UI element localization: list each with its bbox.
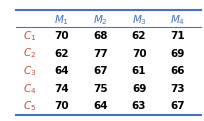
Text: 63: 63	[131, 101, 146, 111]
Text: 66: 66	[170, 66, 184, 76]
Text: 62: 62	[54, 49, 69, 59]
Text: $C_5$: $C_5$	[23, 99, 36, 113]
Text: 70: 70	[54, 31, 69, 41]
Text: 77: 77	[93, 49, 107, 59]
Text: $C_3$: $C_3$	[23, 64, 36, 78]
Text: 69: 69	[170, 49, 184, 59]
Text: 71: 71	[170, 31, 184, 41]
Text: 62: 62	[131, 31, 146, 41]
Text: $M_4$: $M_4$	[170, 13, 184, 27]
Text: $M_2$: $M_2$	[92, 13, 107, 27]
Text: 68: 68	[93, 31, 107, 41]
Text: 75: 75	[93, 84, 107, 94]
Text: 64: 64	[93, 101, 107, 111]
Text: $M_1$: $M_1$	[54, 13, 69, 27]
Text: $C_4$: $C_4$	[22, 82, 36, 96]
Text: 67: 67	[93, 66, 107, 76]
Text: 67: 67	[170, 101, 184, 111]
Text: $C_2$: $C_2$	[23, 47, 36, 60]
Text: 73: 73	[170, 84, 184, 94]
Text: 74: 74	[54, 84, 69, 94]
Text: 64: 64	[54, 66, 69, 76]
Text: $C_1$: $C_1$	[23, 29, 36, 43]
Text: 61: 61	[131, 66, 146, 76]
Text: 70: 70	[54, 101, 69, 111]
Text: 70: 70	[131, 49, 146, 59]
Text: 69: 69	[131, 84, 146, 94]
Text: $M_3$: $M_3$	[131, 13, 146, 27]
